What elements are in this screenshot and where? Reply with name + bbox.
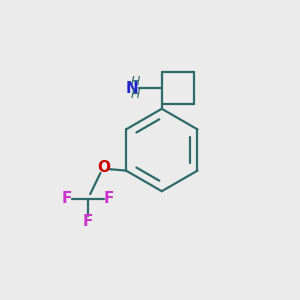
Text: H: H [130,75,140,88]
Text: O: O [98,160,110,175]
Text: H: H [130,88,140,101]
Text: F: F [61,191,72,206]
Text: F: F [82,214,93,229]
Text: N: N [126,81,139,96]
Text: F: F [104,191,114,206]
